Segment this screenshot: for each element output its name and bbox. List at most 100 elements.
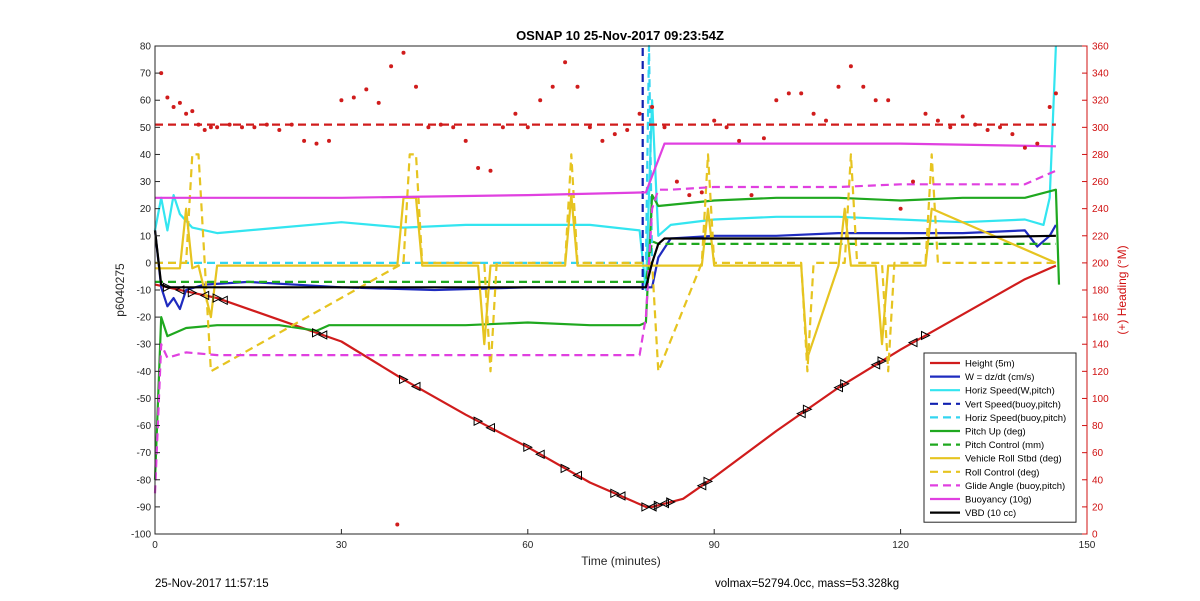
y-right-tick-label: 20 bbox=[1092, 502, 1104, 513]
y-tick-label: -40 bbox=[137, 367, 152, 378]
dive-marker bbox=[703, 476, 714, 487]
heading-point bbox=[612, 132, 617, 137]
series-line-horiz-speed-buoy-pitch bbox=[155, 44, 654, 264]
heading-point bbox=[525, 125, 530, 130]
legend: Height (5m) W = dz/dt (cm/s) Horiz Speed(W… bbox=[923, 352, 1077, 523]
legend-entry-height-5m: Height (5m) bbox=[965, 359, 1015, 370]
y-tick-label: 80 bbox=[140, 42, 152, 53]
x-tick-label: 150 bbox=[1079, 540, 1096, 551]
dive-marker bbox=[572, 470, 582, 481]
y-tick-label: -100 bbox=[131, 530, 151, 541]
x-tick-label: 90 bbox=[709, 540, 721, 551]
heading-point bbox=[911, 179, 915, 184]
heading-point bbox=[687, 193, 692, 198]
y-right-tick-label: 340 bbox=[1092, 69, 1109, 80]
y-right-tick-label: 240 bbox=[1092, 204, 1109, 215]
heading-point bbox=[264, 122, 269, 127]
heading-point bbox=[786, 91, 791, 96]
y-right-tick-label: 60 bbox=[1092, 448, 1104, 459]
heading-point bbox=[339, 98, 344, 103]
heading-point bbox=[1047, 105, 1052, 109]
heading-point bbox=[861, 84, 866, 89]
heading-point bbox=[401, 50, 406, 55]
heading-point bbox=[985, 128, 990, 132]
heading-point bbox=[824, 118, 828, 123]
legend-entry-horiz-speed-buoy-pitch: Horiz Speed(buoy,pitch) bbox=[965, 413, 1066, 424]
dive-marker bbox=[485, 422, 495, 433]
dive-marker bbox=[312, 327, 322, 338]
heading-point bbox=[960, 114, 965, 119]
y-tick-label: -60 bbox=[137, 421, 152, 432]
dive-marker bbox=[535, 449, 545, 460]
y-right-tick-label: 200 bbox=[1092, 258, 1109, 269]
heading-point bbox=[277, 128, 282, 132]
heading-point bbox=[575, 84, 580, 89]
y-right-tick-label: 120 bbox=[1092, 367, 1109, 378]
heading-point bbox=[488, 168, 493, 173]
heading-point bbox=[650, 105, 655, 109]
heading-point bbox=[289, 122, 294, 127]
heading-point bbox=[451, 125, 456, 130]
y-tick-label: -50 bbox=[137, 394, 152, 405]
heading-point bbox=[159, 71, 164, 76]
y-tick-label: -90 bbox=[137, 502, 152, 513]
dive-marker bbox=[796, 408, 806, 419]
heading-point bbox=[208, 125, 213, 130]
heading-point bbox=[712, 118, 717, 123]
y-tick-label: 10 bbox=[140, 231, 152, 242]
heading-point bbox=[886, 98, 891, 103]
dive-marker bbox=[162, 282, 173, 293]
dive-marker bbox=[641, 502, 652, 512]
heading-point bbox=[438, 122, 443, 127]
heading-point bbox=[674, 179, 679, 184]
y-right-tick-label: 80 bbox=[1092, 421, 1104, 432]
dive-markers-layer bbox=[162, 282, 931, 512]
series-line-pitch-control-mm bbox=[155, 240, 1056, 283]
y-right-tick-label: 40 bbox=[1092, 475, 1104, 486]
y-tick-label: -20 bbox=[137, 313, 152, 324]
legend-entry-vbd-10-cc: VBD (10 cc) bbox=[965, 508, 1016, 519]
y-right-tick-label: 220 bbox=[1092, 231, 1109, 242]
y-axis-label: p6040275 bbox=[113, 263, 127, 317]
heading-point bbox=[351, 95, 356, 100]
footer-summary: volmax=52794.0cc, mass=53.328kg bbox=[715, 578, 899, 590]
y-tick-label: 60 bbox=[140, 96, 152, 107]
heading-point bbox=[240, 125, 244, 130]
y-tick-label: 0 bbox=[145, 258, 151, 269]
y-tick-label: -30 bbox=[137, 340, 152, 351]
heading-point bbox=[600, 138, 605, 143]
heading-point bbox=[898, 206, 903, 211]
heading-point bbox=[749, 193, 754, 198]
legend-entry-vehicle-roll-stbd-deg: Vehicle Roll Stbd (deg) bbox=[965, 454, 1062, 465]
heading-point bbox=[327, 138, 331, 143]
dive-marker bbox=[921, 330, 931, 341]
heading-point bbox=[196, 122, 201, 127]
dive-marker bbox=[666, 497, 676, 507]
heading-point bbox=[1035, 141, 1040, 146]
dive-marker bbox=[199, 290, 210, 301]
dive-marker bbox=[696, 480, 707, 491]
y-right-tick-label: 140 bbox=[1092, 340, 1109, 351]
y-right-tick-label: 320 bbox=[1092, 96, 1109, 107]
x-tick-label: 30 bbox=[336, 540, 348, 551]
legend-entry-pitch-up-deg: Pitch Up (deg) bbox=[965, 427, 1026, 438]
y-axis-right-label: (+) Heading (°M) bbox=[1115, 245, 1129, 334]
heading-point bbox=[625, 128, 630, 132]
heading-point bbox=[414, 84, 418, 89]
heading-points-layer bbox=[159, 50, 1058, 527]
chart-title: OSNAP 10 25-Nov-2017 09:23:54Z bbox=[516, 28, 724, 43]
heading-point bbox=[538, 98, 543, 103]
dive-marker bbox=[218, 295, 228, 306]
heading-point bbox=[314, 141, 319, 146]
heading-point bbox=[376, 100, 381, 105]
heading-point bbox=[1022, 145, 1027, 150]
series-line-glide-angle-buoy-pitch bbox=[153, 169, 1057, 494]
dive-marker bbox=[870, 359, 881, 370]
y-tick-label: 50 bbox=[140, 123, 152, 134]
heading-point bbox=[563, 60, 568, 65]
dive-marker bbox=[833, 382, 843, 393]
y-right-tick-label: 360 bbox=[1092, 42, 1109, 53]
dive-marker bbox=[410, 381, 421, 392]
heading-point-outlier bbox=[395, 522, 400, 527]
